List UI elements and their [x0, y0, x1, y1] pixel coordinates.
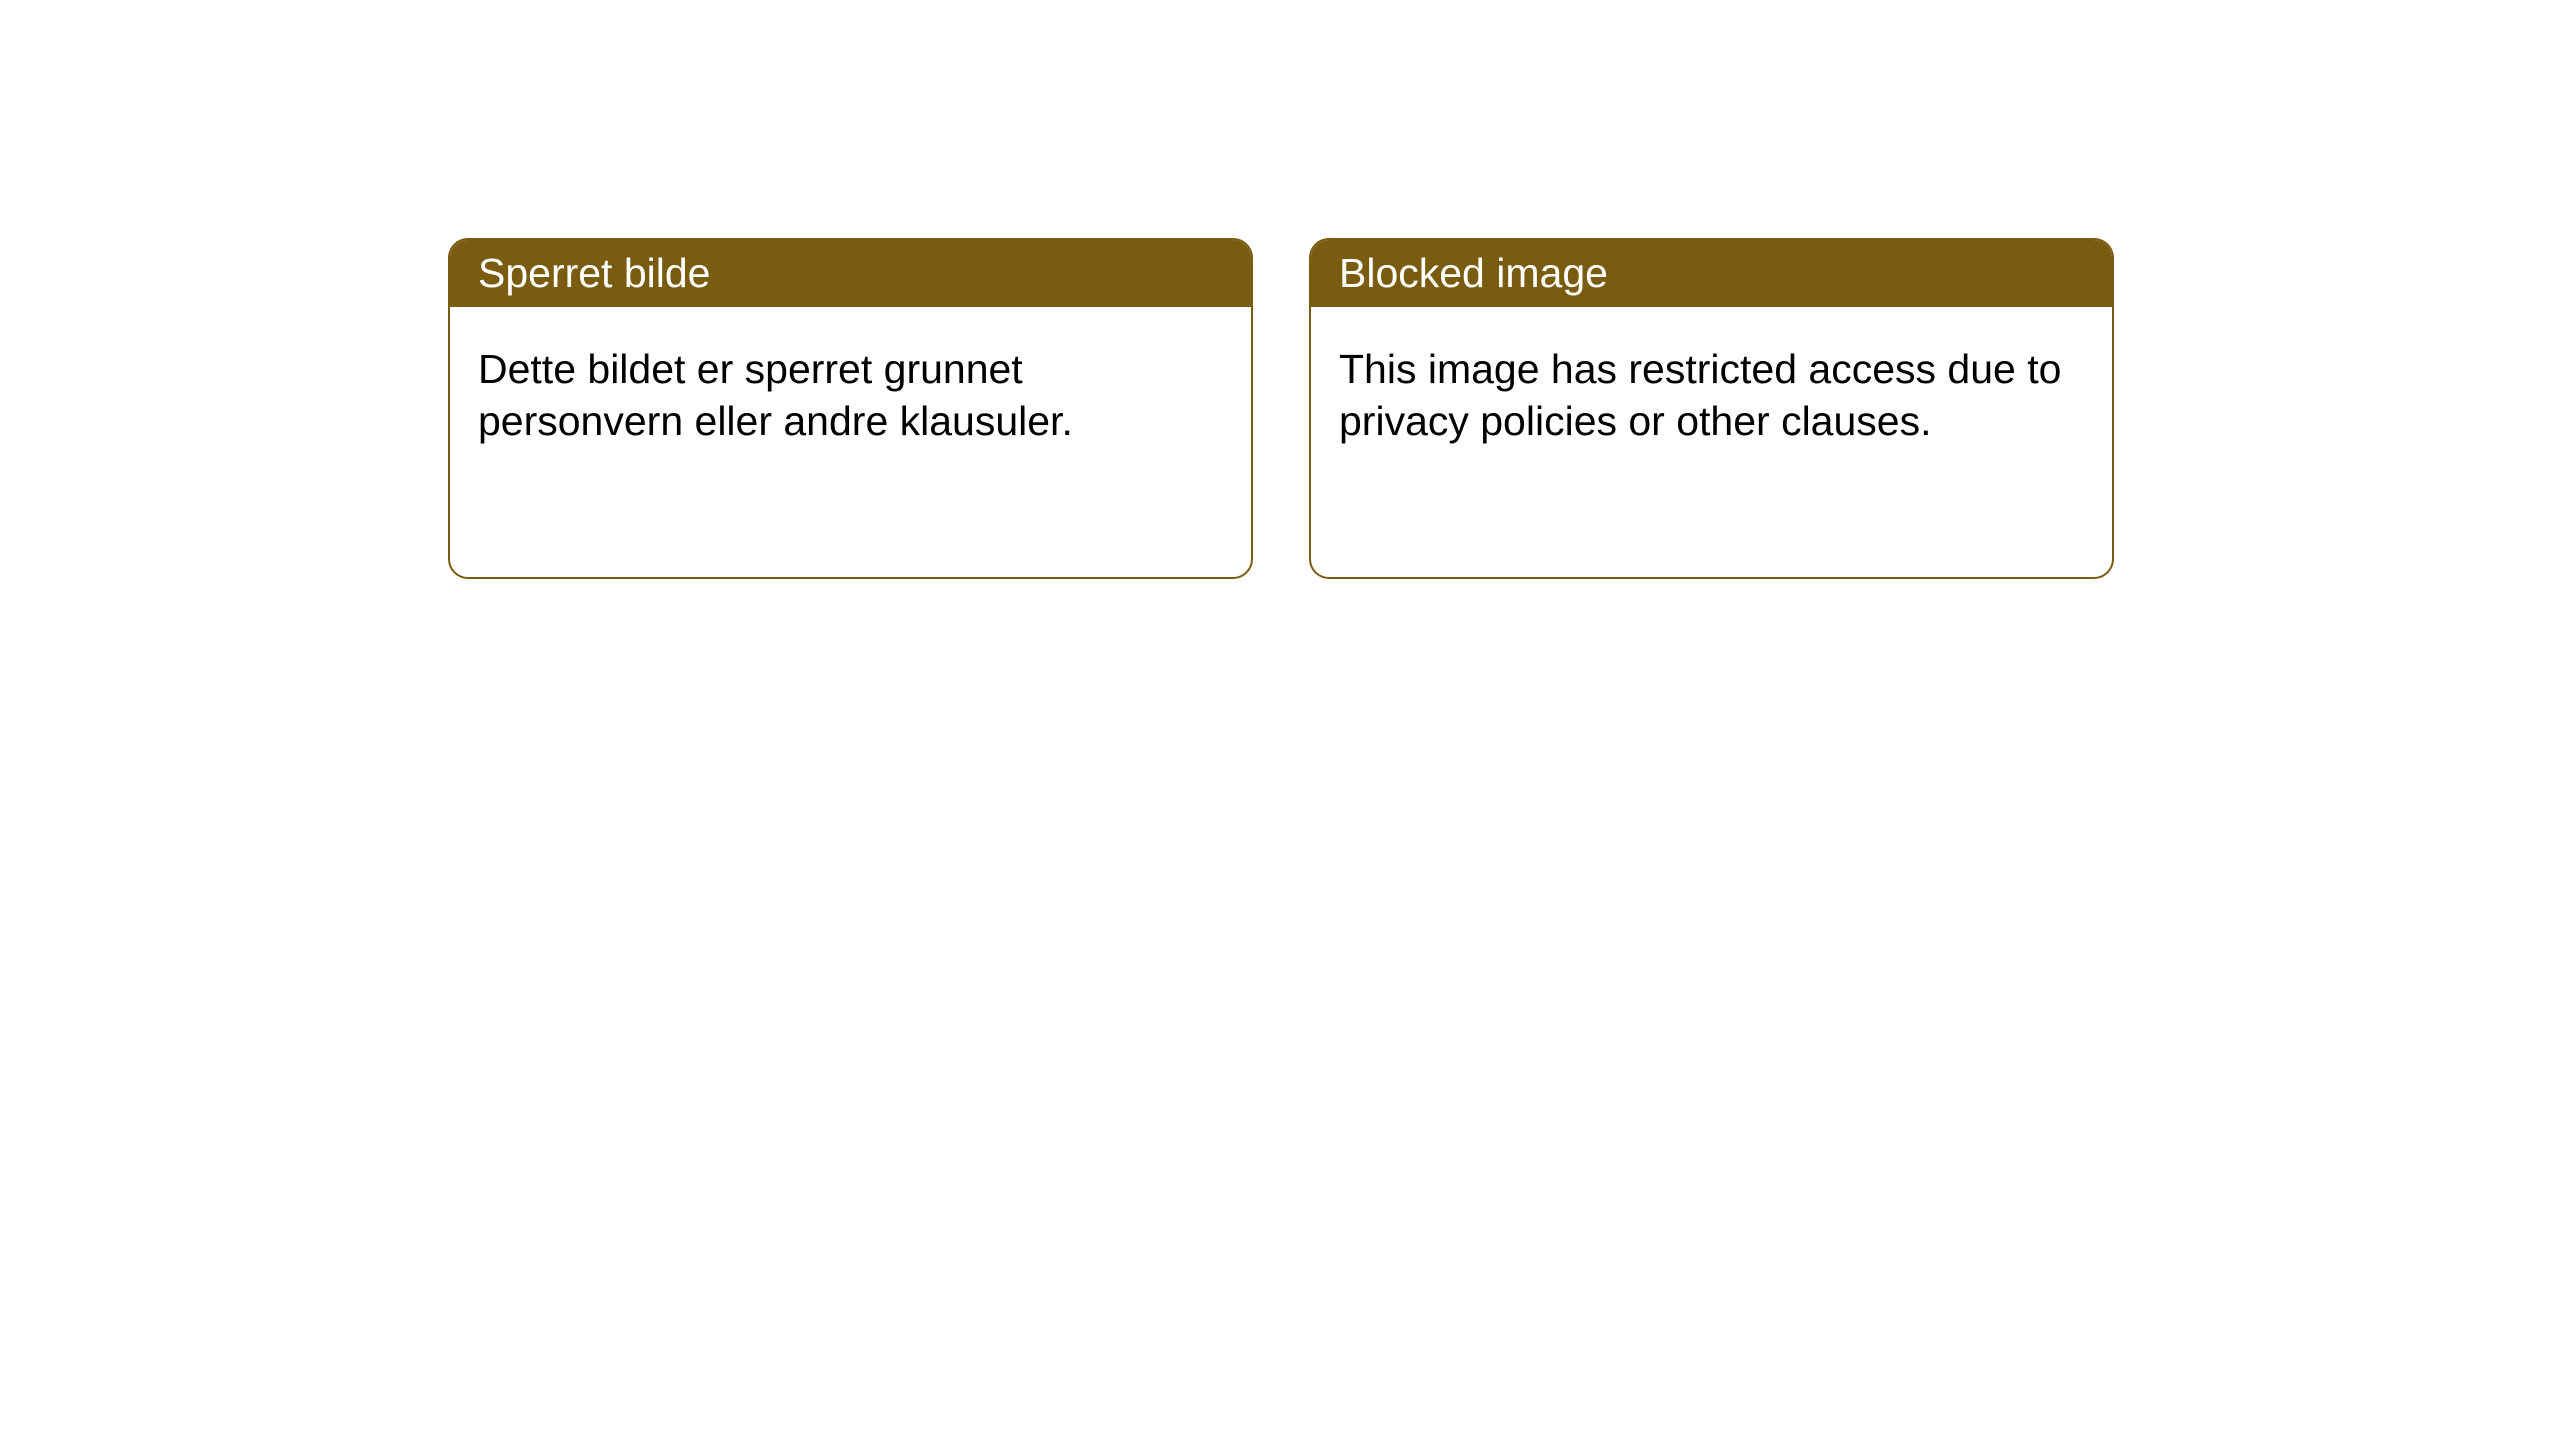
notice-card-norwegian: Sperret bilde Dette bildet er sperret gr…: [448, 238, 1253, 579]
card-body-text: This image has restricted access due to …: [1339, 343, 2084, 448]
card-body: This image has restricted access due to …: [1311, 307, 2112, 577]
card-header-text: Sperret bilde: [478, 250, 710, 296]
card-header-text: Blocked image: [1339, 250, 1608, 296]
card-body-text: Dette bildet er sperret grunnet personve…: [478, 343, 1223, 448]
notice-card-english: Blocked image This image has restricted …: [1309, 238, 2114, 579]
card-header: Sperret bilde: [450, 240, 1251, 307]
card-body: Dette bildet er sperret grunnet personve…: [450, 307, 1251, 577]
card-header: Blocked image: [1311, 240, 2112, 307]
notice-cards-container: Sperret bilde Dette bildet er sperret gr…: [448, 238, 2114, 579]
